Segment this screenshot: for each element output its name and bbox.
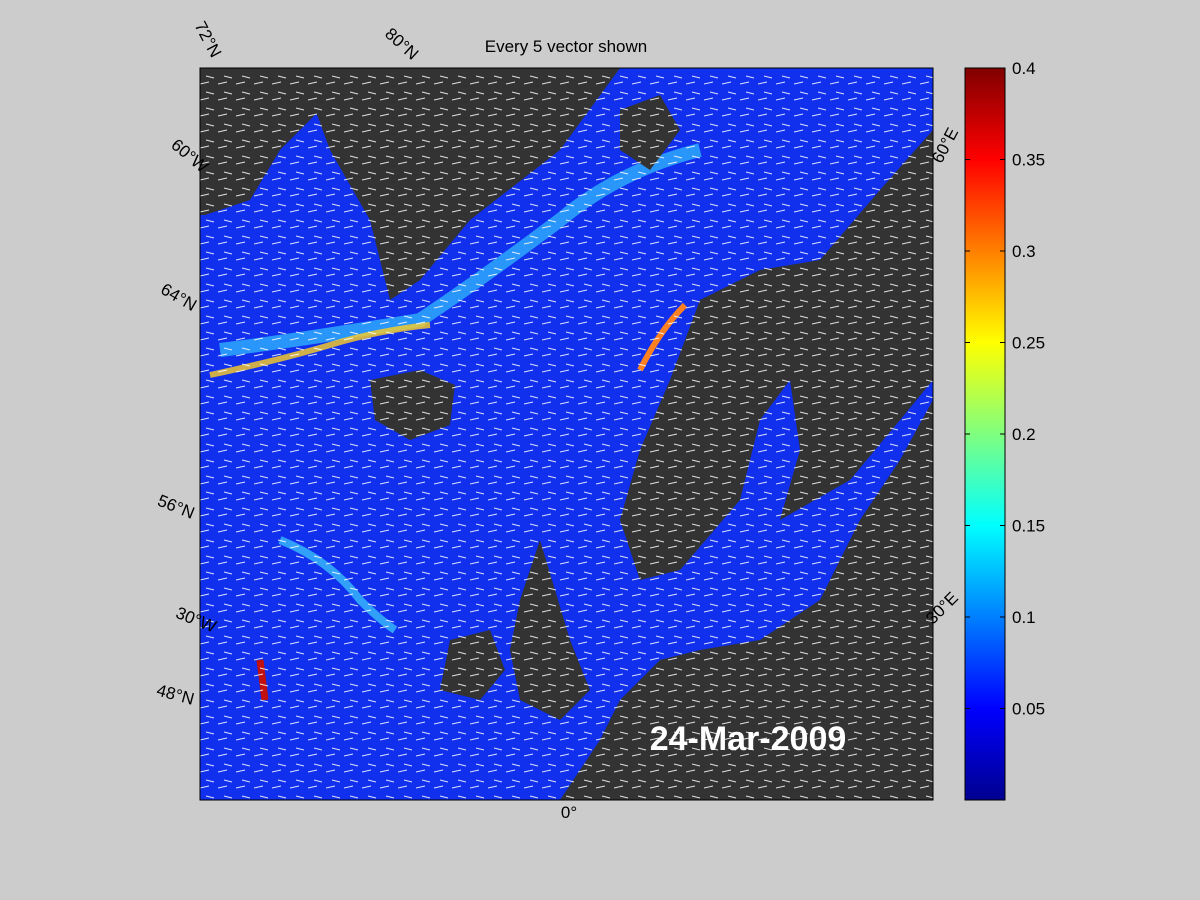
graticule-label: 0° xyxy=(561,803,577,822)
map-frame xyxy=(199,67,934,801)
colorbar-tick-label: 0.1 xyxy=(1012,608,1036,627)
colorbar-tick-label: 0.25 xyxy=(1012,334,1045,353)
colorbar-tick-label: 0.2 xyxy=(1012,425,1036,444)
graticule-label: 80°N xyxy=(381,24,422,64)
colorbar-tick-label: 0.35 xyxy=(1012,151,1045,170)
colorbar-tick-label: 0.3 xyxy=(1012,242,1036,261)
colorbar-tick-label: 0.15 xyxy=(1012,517,1045,536)
title: Every 5 vector shown xyxy=(485,37,648,56)
colorbar xyxy=(964,67,1006,801)
date-label: 24-Mar-2009 xyxy=(650,720,847,758)
graticule-label: 72°N xyxy=(191,18,226,60)
graticule-label: 64°N xyxy=(158,280,200,315)
colorbar-tick-label: 0.05 xyxy=(1012,700,1045,719)
graticule-label: 48°N xyxy=(155,681,197,709)
colorbar-tick-label: 0.4 xyxy=(1012,59,1036,78)
current-vectors xyxy=(200,68,933,800)
map xyxy=(200,68,933,800)
graticule-label: 56°N xyxy=(155,491,197,523)
